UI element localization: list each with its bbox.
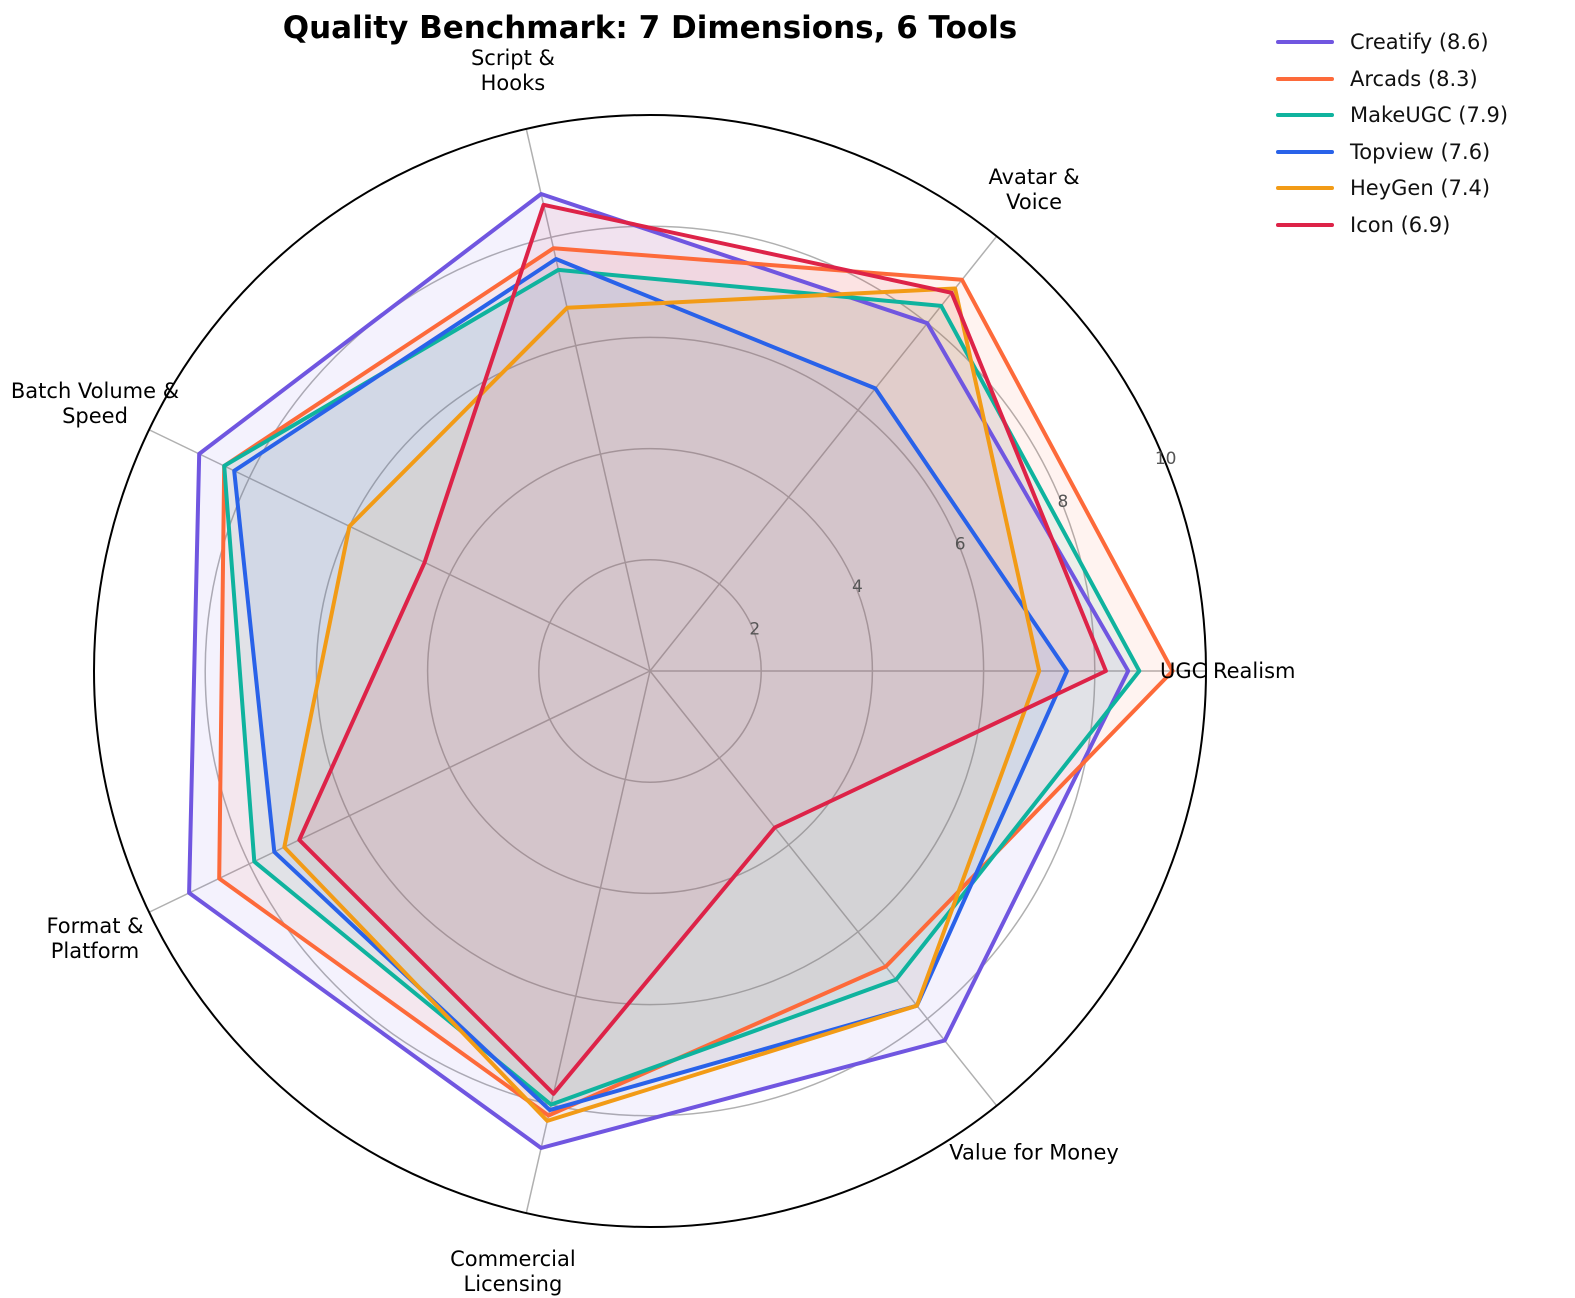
category-label: Format &: [46, 914, 143, 938]
legend-item: Creatify (8.6): [1276, 24, 1508, 61]
series-line: [282, 286, 1042, 1123]
r-tick-label: 2: [749, 619, 760, 639]
circular-gridline: [426, 447, 874, 895]
legend-label: Arcads (8.3): [1350, 66, 1478, 91]
legend-item: Icon (6.9): [1276, 207, 1508, 244]
category-label: Voice: [1006, 190, 1062, 214]
radial-gridline: [649, 235, 998, 672]
r-tick-label: 4: [852, 577, 863, 597]
radar-grid: [93, 114, 1207, 1228]
legend-label: Creatify (8.6): [1350, 30, 1489, 55]
axis-labels: 2 4 6 8 10 UGC Realism Avatar &Voice Script &Ho…: [11, 46, 1296, 1296]
legend-swatch: [1276, 76, 1334, 81]
series-area: [284, 288, 1040, 1121]
legend-item: HeyGen (7.4): [1276, 170, 1508, 207]
series-fills: [189, 194, 1173, 1148]
series-lines: [187, 192, 1175, 1150]
series-line: [187, 192, 1131, 1150]
series-area: [189, 194, 1129, 1148]
legend-swatch: [1276, 222, 1334, 227]
radar-frame: [93, 114, 1207, 1228]
legend-label: Topview (7.6): [1350, 139, 1491, 164]
series-line: [222, 267, 1142, 1107]
series-area: [299, 204, 1106, 1094]
category-label: Speed: [62, 404, 128, 428]
category-label: Batch Volume &: [11, 379, 179, 403]
legend: Creatify (8.6) Arcads (8.3) MakeUGC (7.9) T…: [1276, 24, 1508, 243]
r-tick-label: 10: [1155, 449, 1177, 469]
category-label: UGC Realism: [1160, 659, 1296, 683]
circular-gridline: [538, 559, 762, 783]
circular-gridline: [315, 336, 985, 1006]
legend-item: Topview (7.6): [1276, 134, 1508, 171]
legend-item: MakeUGC (7.9): [1276, 97, 1508, 134]
radial-gridline: [525, 128, 651, 672]
r-tick-label: 8: [1058, 492, 1069, 512]
category-label: Hooks: [481, 71, 546, 95]
series-line: [297, 202, 1108, 1096]
chart-title: Quality Benchmark: 7 Dimensions, 6 Tools: [282, 10, 1018, 46]
category-label: Avatar &: [988, 165, 1079, 189]
legend-swatch: [1276, 149, 1334, 154]
category-label: Commercial: [450, 1247, 576, 1271]
legend-label: MakeUGC (7.9): [1350, 103, 1509, 128]
radial-gridline: [148, 670, 651, 913]
legend-swatch: [1276, 40, 1334, 45]
category-label: Script &: [471, 46, 555, 70]
category-label: Value for Money: [949, 1141, 1119, 1165]
legend-swatch: [1276, 186, 1334, 191]
legend-label: Icon (6.9): [1350, 212, 1451, 237]
radial-gridline: [649, 670, 998, 1107]
legend-swatch: [1276, 113, 1334, 118]
category-label: Licensing: [464, 1272, 563, 1296]
series-line: [217, 246, 1175, 1118]
category-label: Platform: [51, 939, 140, 963]
r-tick-label: 6: [955, 534, 966, 554]
legend-item: Arcads (8.3): [1276, 61, 1508, 98]
legend-label: HeyGen (7.4): [1350, 176, 1491, 201]
series-area: [234, 259, 1067, 1111]
